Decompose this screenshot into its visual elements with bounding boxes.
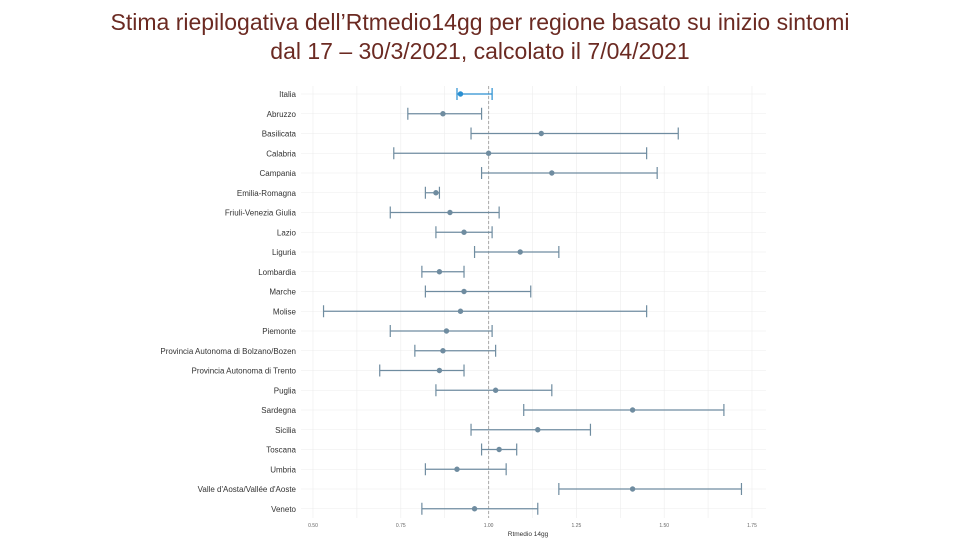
category-label: Provincia Autonoma di Bolzano/Bozen — [160, 347, 296, 356]
interval-row — [480, 443, 518, 456]
x-axis-title: Rtmedio 14gg — [508, 531, 549, 538]
x-tick-layer: 0.50 0.75 1.00 1.25 1.50 1.75 — [308, 523, 757, 529]
category-label: Valle d'Aosta/Vallée d'Aoste — [198, 485, 297, 494]
category-label: Lazio — [277, 228, 297, 237]
point-estimate — [457, 308, 464, 314]
category-label: Umbria — [270, 465, 296, 474]
point-estimate — [517, 249, 523, 255]
interval-row — [470, 423, 592, 436]
point-estimate — [440, 348, 446, 354]
interval-row — [389, 325, 493, 337]
x-tick-label: 0.75 — [396, 523, 406, 529]
point-estimate — [492, 387, 499, 393]
interval-row — [379, 364, 465, 377]
point-estimate — [535, 427, 541, 433]
category-label: Lombardia — [258, 268, 296, 277]
slide-title: Stima riepilogativa dell’Rtmedio14gg per… — [0, 8, 960, 66]
interval-row — [389, 206, 500, 219]
point-estimate — [443, 328, 450, 334]
point-estimate — [447, 209, 453, 216]
category-label: Molise — [273, 307, 297, 316]
title-line-2: dal 17 – 30/3/2021, calcolato il 7/04/20… — [270, 38, 690, 64]
category-label: Emilia-Romagna — [237, 189, 297, 198]
interval-row — [435, 226, 493, 239]
category-label: Marche — [269, 288, 296, 297]
category-label: Italia — [279, 90, 296, 99]
interval-row — [424, 285, 532, 298]
x-tick-label: 1.75 — [747, 523, 757, 529]
point-estimate — [538, 130, 544, 137]
point-estimate — [471, 506, 478, 512]
plot-panel — [300, 85, 767, 521]
point-estimate — [454, 466, 460, 472]
point-estimate — [433, 190, 439, 196]
category-label: Liguria — [272, 248, 297, 257]
interval-row — [322, 305, 648, 318]
category-label: Toscana — [266, 446, 296, 455]
x-tick-label: 1.50 — [659, 523, 669, 529]
category-label: Friuli-Venezia Giulia — [225, 209, 297, 218]
category-label: Calabria — [266, 149, 296, 158]
x-tick-label: 0.50 — [308, 523, 318, 529]
category-label: Basilicata — [262, 130, 297, 139]
interval-row — [480, 167, 658, 179]
point-estimate — [457, 91, 464, 97]
x-tick-label: 1.00 — [484, 523, 494, 529]
interval-row — [435, 384, 553, 397]
category-label-layer: Italia Abruzzo Basilicata Calabria Campania E… — [160, 90, 296, 514]
interval-row — [424, 186, 441, 199]
point-estimate — [461, 229, 467, 235]
interval-row — [473, 246, 560, 258]
interval-row — [456, 88, 493, 100]
interval-layer — [322, 88, 743, 515]
interval-row — [558, 483, 743, 495]
interval-row — [407, 107, 483, 120]
category-label: Piemonte — [262, 327, 296, 336]
point-estimate — [485, 150, 492, 156]
point-estimate — [496, 446, 502, 453]
title-line-1: Stima riepilogativa dell’Rtmedio14gg per… — [110, 9, 850, 35]
point-estimate — [436, 367, 443, 374]
category-label: Abruzzo — [267, 110, 297, 119]
interval-row — [424, 463, 507, 476]
category-label: Sardegna — [261, 406, 296, 415]
point-estimate — [461, 288, 467, 295]
interval-row — [421, 502, 539, 515]
interval-row — [523, 404, 725, 416]
point-estimate — [629, 407, 636, 413]
point-estimate — [440, 111, 446, 117]
interval-row — [414, 344, 497, 357]
point-estimate — [436, 269, 443, 275]
interval-row — [470, 127, 679, 140]
interval-row — [393, 147, 648, 160]
category-label: Provincia Autonoma di Trento — [191, 367, 296, 376]
category-label: Campania — [260, 169, 297, 178]
interval-row — [421, 265, 465, 278]
point-estimate — [549, 170, 555, 176]
point-estimate — [629, 486, 636, 492]
category-label: Puglia — [274, 386, 297, 395]
category-label: Veneto — [271, 505, 296, 514]
category-label: Sicilia — [275, 426, 296, 435]
x-tick-label: 1.25 — [572, 523, 582, 529]
